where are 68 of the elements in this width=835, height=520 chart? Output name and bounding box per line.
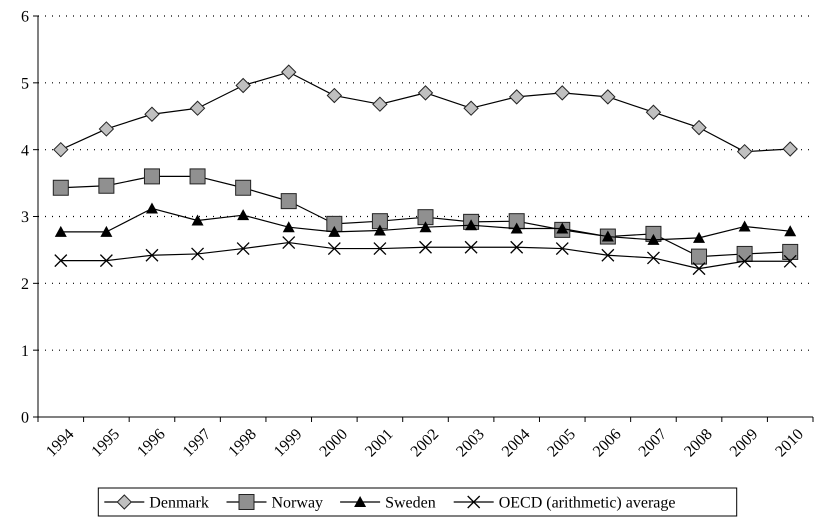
y-tick-label: 0	[21, 410, 29, 427]
point	[192, 214, 204, 226]
point	[374, 224, 386, 236]
point	[190, 168, 206, 184]
point	[420, 221, 432, 232]
point	[54, 226, 67, 237]
point	[509, 89, 524, 104]
point	[600, 89, 616, 104]
point	[100, 254, 114, 268]
point	[784, 254, 797, 268]
point	[282, 236, 296, 250]
y-tick-label: 5	[21, 75, 29, 92]
point	[693, 232, 706, 243]
point	[144, 168, 160, 184]
point	[190, 100, 206, 116]
point	[328, 242, 341, 256]
point	[601, 248, 615, 262]
point	[784, 225, 796, 236]
point	[98, 178, 114, 194]
point	[782, 142, 798, 156]
legend-label: Denmark	[149, 494, 209, 512]
y-tick-label: 2	[21, 276, 29, 293]
point	[372, 213, 388, 230]
point	[145, 248, 159, 262]
point	[691, 248, 708, 265]
point	[98, 121, 114, 136]
point	[190, 247, 204, 261]
point	[556, 242, 569, 256]
point	[146, 202, 158, 214]
point	[237, 209, 250, 220]
point	[373, 242, 387, 256]
y-tick-label: 6	[21, 8, 29, 26]
point	[418, 240, 432, 254]
point	[737, 144, 752, 160]
point	[554, 85, 570, 100]
point	[418, 209, 434, 226]
point	[282, 221, 295, 232]
point	[782, 244, 798, 260]
point	[510, 222, 523, 234]
point	[646, 104, 661, 120]
point	[100, 226, 112, 237]
point	[646, 251, 660, 265]
legend-label: Norway	[272, 494, 324, 512]
point	[692, 120, 707, 136]
point	[418, 85, 433, 100]
point	[738, 254, 752, 268]
point	[281, 64, 296, 80]
point	[54, 254, 68, 268]
point	[236, 242, 250, 256]
point	[52, 180, 69, 196]
legend-label: Sweden	[385, 494, 436, 512]
legend-label: OECD (arithmetic) average	[498, 494, 676, 512]
point	[464, 100, 479, 116]
point	[510, 240, 524, 254]
point	[372, 96, 388, 112]
y-tick-label: 4	[21, 142, 29, 160]
point	[738, 220, 751, 232]
point	[144, 106, 160, 122]
point	[692, 262, 706, 276]
point	[236, 78, 251, 94]
point	[53, 142, 68, 158]
point	[464, 240, 478, 254]
point	[280, 193, 297, 210]
point	[326, 88, 342, 104]
point	[235, 180, 252, 196]
y-tick-label: 3	[21, 209, 29, 226]
y-tick-label: 1	[21, 342, 29, 360]
point	[328, 226, 340, 237]
